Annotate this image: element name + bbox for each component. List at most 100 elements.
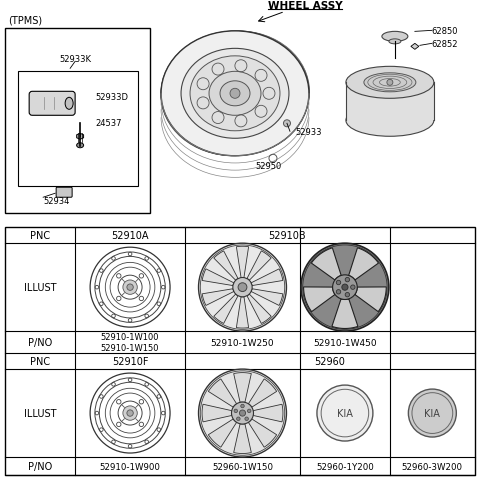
Text: (TPMS): (TPMS)	[8, 15, 42, 25]
Text: 52910F: 52910F	[112, 356, 148, 366]
Polygon shape	[236, 297, 249, 328]
Polygon shape	[355, 287, 386, 312]
Circle shape	[241, 405, 244, 408]
Text: 52933K: 52933K	[59, 55, 91, 64]
Circle shape	[127, 410, 133, 416]
Polygon shape	[202, 405, 232, 422]
Circle shape	[238, 283, 247, 292]
Text: KIA: KIA	[424, 408, 440, 418]
Ellipse shape	[65, 98, 73, 110]
Text: WHEEL ASSY: WHEEL ASSY	[268, 1, 342, 11]
Bar	[5, 29, 150, 214]
Bar	[18, 72, 138, 187]
Text: 52933: 52933	[295, 127, 322, 137]
Text: 52910-1W100
52910-1W150: 52910-1W100 52910-1W150	[101, 333, 159, 352]
Text: 52933D: 52933D	[95, 93, 128, 102]
Circle shape	[240, 410, 246, 416]
Text: 52910-1W900: 52910-1W900	[100, 462, 160, 470]
Circle shape	[336, 290, 341, 294]
Circle shape	[345, 278, 349, 282]
Circle shape	[342, 285, 348, 291]
Circle shape	[199, 369, 287, 457]
Ellipse shape	[346, 105, 434, 137]
Polygon shape	[208, 419, 237, 447]
Circle shape	[233, 278, 252, 297]
Polygon shape	[312, 248, 341, 281]
Text: 52934: 52934	[43, 196, 70, 205]
Circle shape	[234, 409, 238, 413]
Text: 62850: 62850	[432, 27, 458, 36]
Polygon shape	[251, 269, 283, 286]
Text: 52910A: 52910A	[111, 231, 149, 241]
Polygon shape	[332, 299, 358, 329]
Circle shape	[247, 409, 251, 413]
Circle shape	[237, 417, 240, 421]
Text: 52960-1Y200: 52960-1Y200	[316, 462, 374, 470]
Polygon shape	[253, 405, 283, 422]
Circle shape	[123, 406, 137, 420]
Text: ILLUST: ILLUST	[24, 408, 57, 418]
Polygon shape	[208, 379, 237, 407]
Text: 62852: 62852	[432, 40, 458, 49]
Ellipse shape	[364, 74, 416, 93]
Text: KIA: KIA	[337, 408, 353, 418]
Ellipse shape	[382, 32, 408, 42]
Polygon shape	[202, 289, 234, 306]
Ellipse shape	[77, 143, 84, 148]
Circle shape	[345, 293, 349, 297]
Polygon shape	[77, 134, 84, 140]
Circle shape	[317, 386, 373, 441]
Ellipse shape	[209, 72, 261, 116]
FancyBboxPatch shape	[56, 188, 72, 198]
Text: 52960-3W200: 52960-3W200	[402, 462, 463, 470]
Polygon shape	[247, 251, 271, 281]
Ellipse shape	[181, 49, 289, 139]
Circle shape	[408, 389, 456, 437]
Circle shape	[123, 281, 137, 295]
Circle shape	[387, 80, 393, 86]
Text: ILLUST: ILLUST	[24, 283, 57, 293]
Polygon shape	[411, 44, 419, 50]
Polygon shape	[248, 379, 276, 407]
Polygon shape	[234, 424, 252, 453]
Ellipse shape	[346, 67, 434, 99]
Circle shape	[245, 417, 248, 421]
Polygon shape	[303, 287, 335, 312]
Polygon shape	[247, 294, 271, 324]
Circle shape	[231, 402, 253, 424]
Text: 52960: 52960	[314, 356, 346, 366]
Polygon shape	[348, 248, 379, 281]
Circle shape	[333, 275, 357, 300]
Polygon shape	[214, 294, 238, 324]
Text: 52910-1W450: 52910-1W450	[313, 338, 377, 347]
Text: 52910B: 52910B	[269, 231, 306, 241]
Ellipse shape	[220, 81, 250, 106]
Ellipse shape	[389, 40, 401, 45]
Circle shape	[199, 244, 287, 331]
Circle shape	[350, 285, 355, 290]
Polygon shape	[214, 251, 238, 281]
Circle shape	[336, 281, 341, 285]
Text: 52960-1W150: 52960-1W150	[212, 462, 273, 470]
Circle shape	[127, 285, 133, 291]
Bar	[5, 228, 475, 475]
Ellipse shape	[161, 32, 309, 157]
FancyBboxPatch shape	[29, 92, 75, 116]
Text: P/NO: P/NO	[28, 337, 52, 347]
Text: 52950: 52950	[255, 162, 281, 170]
Text: 24537: 24537	[95, 119, 121, 127]
Bar	[346, 83, 434, 121]
Circle shape	[284, 121, 290, 127]
Circle shape	[230, 89, 240, 99]
Text: P/NO: P/NO	[28, 461, 52, 471]
Polygon shape	[251, 289, 283, 306]
Text: PNC: PNC	[30, 231, 50, 241]
Polygon shape	[202, 269, 234, 286]
Polygon shape	[234, 373, 252, 403]
Text: 52910-1W250: 52910-1W250	[211, 338, 274, 347]
Text: PNC: PNC	[30, 356, 50, 366]
Polygon shape	[236, 247, 249, 278]
Circle shape	[301, 244, 389, 331]
Polygon shape	[248, 419, 276, 447]
Ellipse shape	[190, 57, 280, 131]
